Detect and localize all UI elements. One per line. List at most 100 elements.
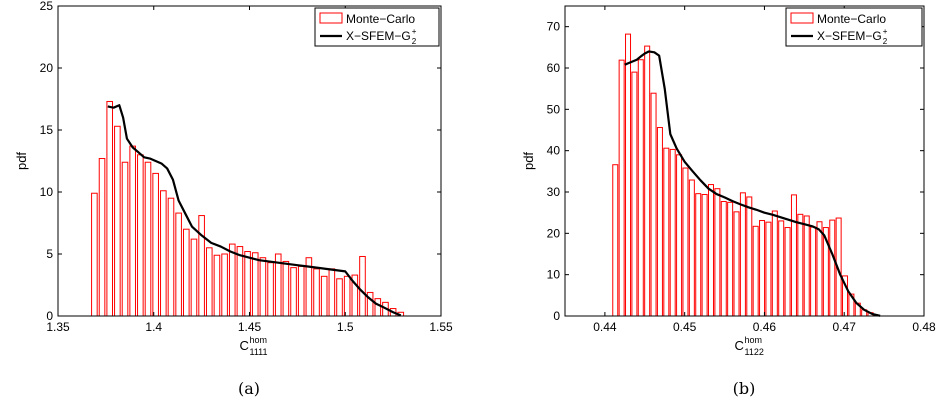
histogram-bar bbox=[198, 215, 205, 317]
histogram-bar bbox=[778, 220, 785, 317]
histogram-bar bbox=[313, 268, 320, 317]
histogram-bar bbox=[129, 145, 136, 317]
histogram-bars bbox=[91, 100, 405, 317]
histogram-bar bbox=[320, 275, 328, 317]
y-tick-label: 40 bbox=[547, 144, 561, 158]
pdf-curve bbox=[107, 104, 402, 317]
histogram-bar bbox=[746, 196, 753, 317]
histogram-bar bbox=[618, 59, 625, 317]
histogram-bar bbox=[816, 221, 823, 317]
y-tick-label: 20 bbox=[40, 61, 54, 75]
histogram-bar bbox=[714, 188, 721, 317]
y-tick-label: 20 bbox=[547, 226, 561, 240]
legend-label-xsfem: X−SFEM−G bbox=[817, 29, 882, 43]
legend-label-xsfem-sub: 2 bbox=[883, 37, 888, 46]
histogram-bar bbox=[336, 278, 343, 317]
chart-panel-a: 1.35 1.4 1.45 1.5 1.55 0 5 10 15 20 25 pdf C hom 1111 M… bbox=[14, 0, 453, 398]
legend: Monte−Carlo X−SFEM−G +2 bbox=[785, 7, 923, 47]
histogram-bar bbox=[114, 125, 121, 317]
histogram-bar bbox=[669, 148, 676, 317]
x-tick-label: 1.5 bbox=[337, 320, 354, 334]
histogram-bar bbox=[282, 260, 290, 317]
histogram-bar bbox=[374, 298, 382, 317]
histogram-bar bbox=[707, 184, 714, 317]
legend-bar-swatch bbox=[319, 12, 343, 24]
histogram-bar bbox=[771, 210, 778, 317]
x-tick-label: 0.48 bbox=[912, 320, 936, 334]
y-tick-label: 60 bbox=[547, 61, 561, 75]
legend-bar-swatch bbox=[790, 12, 814, 24]
histogram-bar bbox=[612, 164, 619, 317]
y-tick-label: 5 bbox=[46, 247, 53, 261]
y-tick-label: 15 bbox=[40, 123, 54, 137]
chart-panel-b: 0.44 0.45 0.46 0.47 0.48 0 10 20 30 40 50 60 70 pdf C h… bbox=[521, 5, 936, 398]
x-axis-label-sup: hom bbox=[250, 335, 268, 345]
histogram-bar bbox=[625, 33, 632, 317]
histogram-bar bbox=[160, 190, 167, 317]
histogram-bar bbox=[631, 71, 638, 317]
histogram-bar bbox=[259, 257, 267, 317]
y-axis-label: pdf bbox=[521, 152, 536, 170]
legend-label-monte-carlo: Monte−Carlo bbox=[817, 12, 886, 26]
y-tick-label: 0 bbox=[553, 309, 560, 323]
x-tick-label: 0.47 bbox=[833, 320, 857, 334]
histogram-bar bbox=[137, 154, 144, 317]
histogram-bar bbox=[328, 268, 336, 317]
histogram-bar bbox=[720, 201, 727, 317]
y-axis-label: pdf bbox=[14, 152, 29, 170]
histogram-bar bbox=[91, 192, 98, 317]
pdf-curve bbox=[624, 50, 881, 317]
histogram-bar bbox=[205, 247, 213, 317]
x-tick-label: 1.35 bbox=[46, 320, 70, 334]
x-tick-label: 0.44 bbox=[593, 320, 617, 334]
legend-label-xsfem-sup: + bbox=[412, 27, 417, 36]
histogram-bar bbox=[244, 251, 251, 317]
histogram-bar bbox=[688, 179, 695, 317]
x-axis-label: C bbox=[735, 338, 744, 353]
x-axis-label-sub: 1122 bbox=[745, 347, 764, 357]
histogram-bar bbox=[121, 161, 129, 317]
histogram-bar bbox=[251, 252, 259, 317]
histogram-bar bbox=[290, 267, 297, 317]
histogram-bar bbox=[663, 147, 670, 317]
y-tick-label: 30 bbox=[547, 185, 561, 199]
histogram-bar bbox=[752, 225, 759, 317]
legend-label-xsfem: X−SFEM−G bbox=[346, 29, 411, 43]
x-tick-label: 0.45 bbox=[673, 320, 697, 334]
histogram-bar bbox=[297, 265, 305, 317]
legend-box bbox=[785, 7, 923, 47]
legend-label-monte-carlo: Monte−Carlo bbox=[346, 12, 415, 26]
x-tick-label: 0.46 bbox=[753, 320, 777, 334]
legend: Monte−Carlo X−SFEM−G +2 bbox=[314, 7, 440, 47]
histogram-bar bbox=[213, 254, 221, 317]
histogram-bar bbox=[727, 201, 734, 317]
legend-label-xsfem-sup: + bbox=[883, 27, 888, 36]
legend-box bbox=[314, 7, 440, 47]
y-tick-label: 25 bbox=[40, 0, 54, 13]
histogram-bar bbox=[637, 59, 644, 317]
y-tick-label: 50 bbox=[547, 102, 561, 116]
histogram-bar bbox=[810, 226, 817, 317]
x-axis-label: C bbox=[240, 338, 249, 353]
histogram-bar bbox=[190, 238, 198, 317]
histogram-bar bbox=[733, 211, 740, 317]
histogram-bar bbox=[267, 262, 274, 317]
histogram-bar bbox=[152, 172, 159, 317]
histogram-bar bbox=[175, 212, 182, 317]
panel-caption: (b) bbox=[733, 379, 756, 398]
histogram-bar bbox=[701, 193, 708, 317]
histogram-bar bbox=[759, 220, 766, 317]
x-tick-label: 1.4 bbox=[145, 320, 162, 334]
histogram-bar bbox=[343, 275, 351, 317]
histogram-bars bbox=[612, 33, 874, 317]
histogram-bar bbox=[682, 167, 689, 317]
histogram-bar bbox=[656, 127, 663, 317]
histogram-bar bbox=[739, 192, 746, 317]
histogram-bar bbox=[644, 45, 651, 317]
histogram-bar bbox=[803, 215, 810, 317]
axes-box bbox=[57, 5, 442, 317]
histogram-bar bbox=[797, 213, 804, 317]
x-axis-label-sub: 1111 bbox=[250, 347, 268, 357]
y-tick-label: 70 bbox=[547, 20, 561, 34]
